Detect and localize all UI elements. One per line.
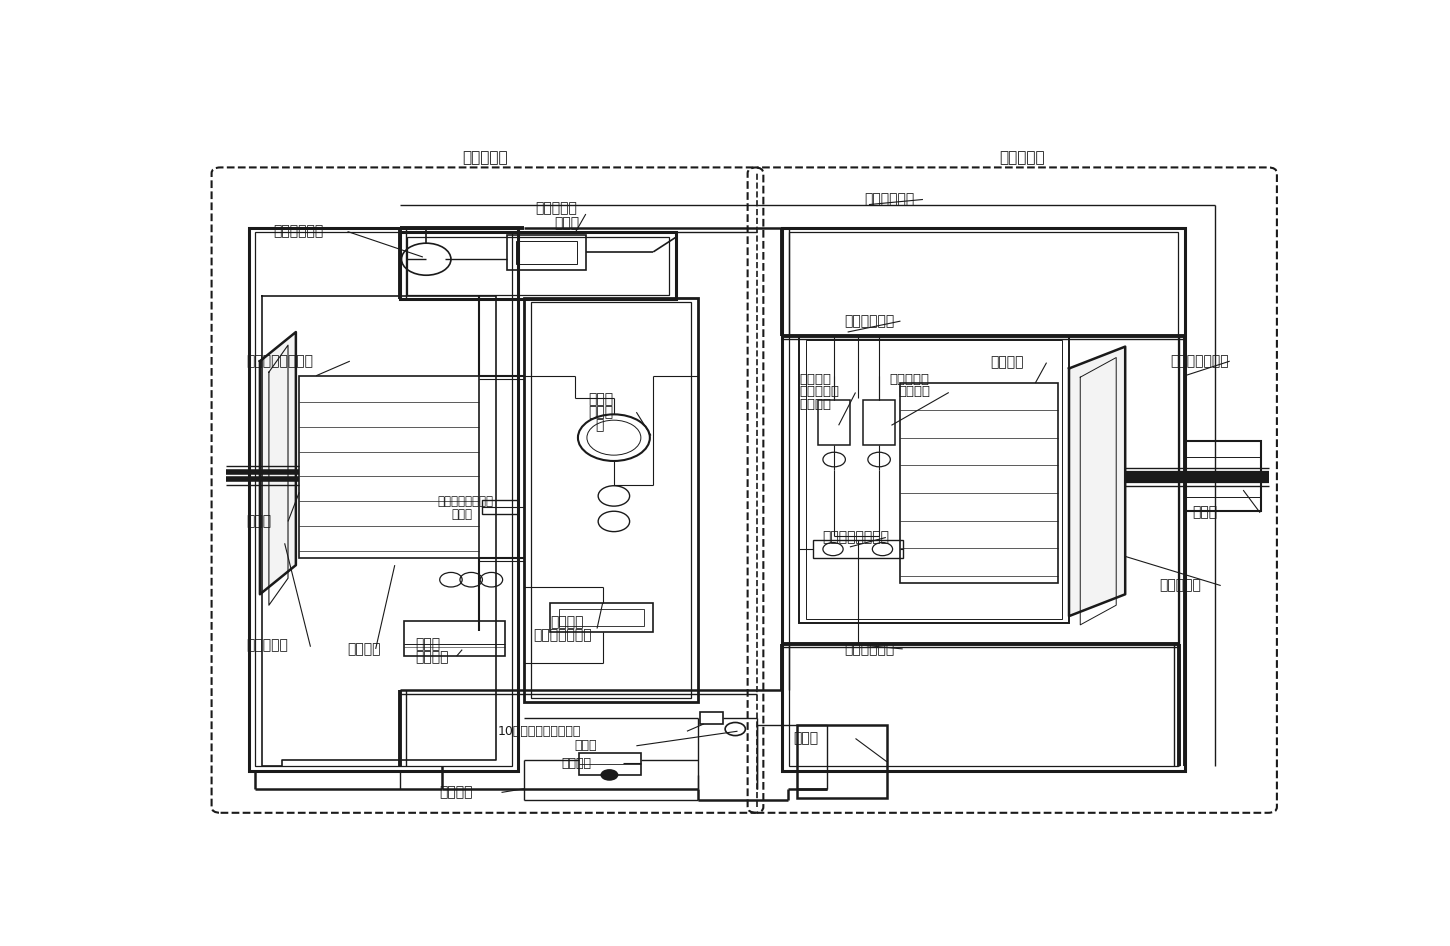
Text: 高圧リリー: 高圧リリー (889, 373, 929, 386)
Text: チャー: チャー (589, 392, 613, 406)
Text: シリンダ: シリンダ (415, 651, 448, 665)
Bar (799, 336, 1069, 623)
Text: シャットルバルブ: シャットルバルブ (822, 531, 889, 545)
Bar (507, 236, 586, 271)
Text: サーボ: サーボ (415, 637, 441, 651)
Bar (1185, 441, 1262, 511)
Text: 定容量形モータ: 定容量形モータ (1170, 354, 1228, 368)
Text: バルブ: バルブ (451, 508, 471, 520)
Text: 油圧モータ: 油圧モータ (999, 149, 1044, 165)
Text: チャージ: チャージ (550, 615, 583, 629)
Bar (516, 241, 577, 264)
Text: メインライン: メインライン (844, 642, 895, 656)
Polygon shape (260, 332, 296, 594)
Circle shape (600, 769, 618, 780)
Text: 圧カリリー: 圧カリリー (799, 385, 840, 398)
Bar (550, 603, 652, 632)
Bar (400, 233, 676, 299)
Bar (407, 236, 668, 295)
Bar (403, 622, 505, 657)
Text: ジポン: ジポン (589, 405, 613, 419)
Text: フバルブ: フバルブ (799, 397, 831, 411)
Text: リリーフバルブ: リリーフバルブ (534, 628, 592, 642)
Bar (531, 302, 692, 698)
Bar (798, 726, 887, 798)
Bar (483, 499, 519, 515)
Bar (558, 609, 644, 626)
Bar (783, 228, 1185, 771)
Text: 真空計: 真空計 (574, 739, 597, 752)
Text: 熱交換機: 熱交換機 (561, 757, 592, 770)
Bar (523, 298, 697, 702)
Text: メインライン: メインライン (844, 314, 895, 328)
Bar (255, 233, 512, 766)
Bar (900, 383, 1058, 584)
Bar (863, 400, 895, 445)
Bar (789, 233, 1177, 766)
Text: 油圧ポンプ: 油圧ポンプ (463, 149, 508, 165)
Bar (806, 340, 1063, 619)
Bar (249, 228, 519, 771)
Text: ドレンライン: ドレンライン (864, 192, 915, 206)
Text: 制御ハンドル: 制御ハンドル (274, 224, 323, 238)
Text: ポンプ斜板: ポンプ斜板 (247, 639, 289, 652)
Bar (700, 712, 724, 724)
Bar (813, 539, 903, 558)
Text: モータ斜板: モータ斜板 (1159, 579, 1201, 592)
Text: ピストン: ピストン (348, 642, 381, 656)
Text: バイパス: バイパス (439, 785, 473, 799)
Text: タンク: タンク (793, 731, 819, 745)
Text: チャージ: チャージ (799, 373, 831, 386)
Text: プ: プ (594, 418, 603, 432)
Text: 可変容量形ポンプ: 可変容量形ポンプ (247, 354, 313, 368)
Text: 10ミクロンフィルター: 10ミクロンフィルター (499, 725, 581, 738)
Text: 吐出量制御: 吐出量制御 (535, 201, 577, 215)
Bar (818, 400, 850, 445)
Text: フバルブ: フバルブ (898, 385, 931, 398)
Bar (579, 753, 641, 775)
Bar (299, 376, 478, 558)
Text: バルブ: バルブ (554, 216, 580, 230)
Text: 出力軸: 出力軸 (1192, 506, 1218, 519)
Text: チャージチェック: チャージチェック (438, 495, 493, 508)
Text: 入力軸: 入力軸 (247, 515, 271, 529)
Text: ピストン: ピストン (990, 356, 1024, 370)
Polygon shape (1069, 346, 1125, 616)
